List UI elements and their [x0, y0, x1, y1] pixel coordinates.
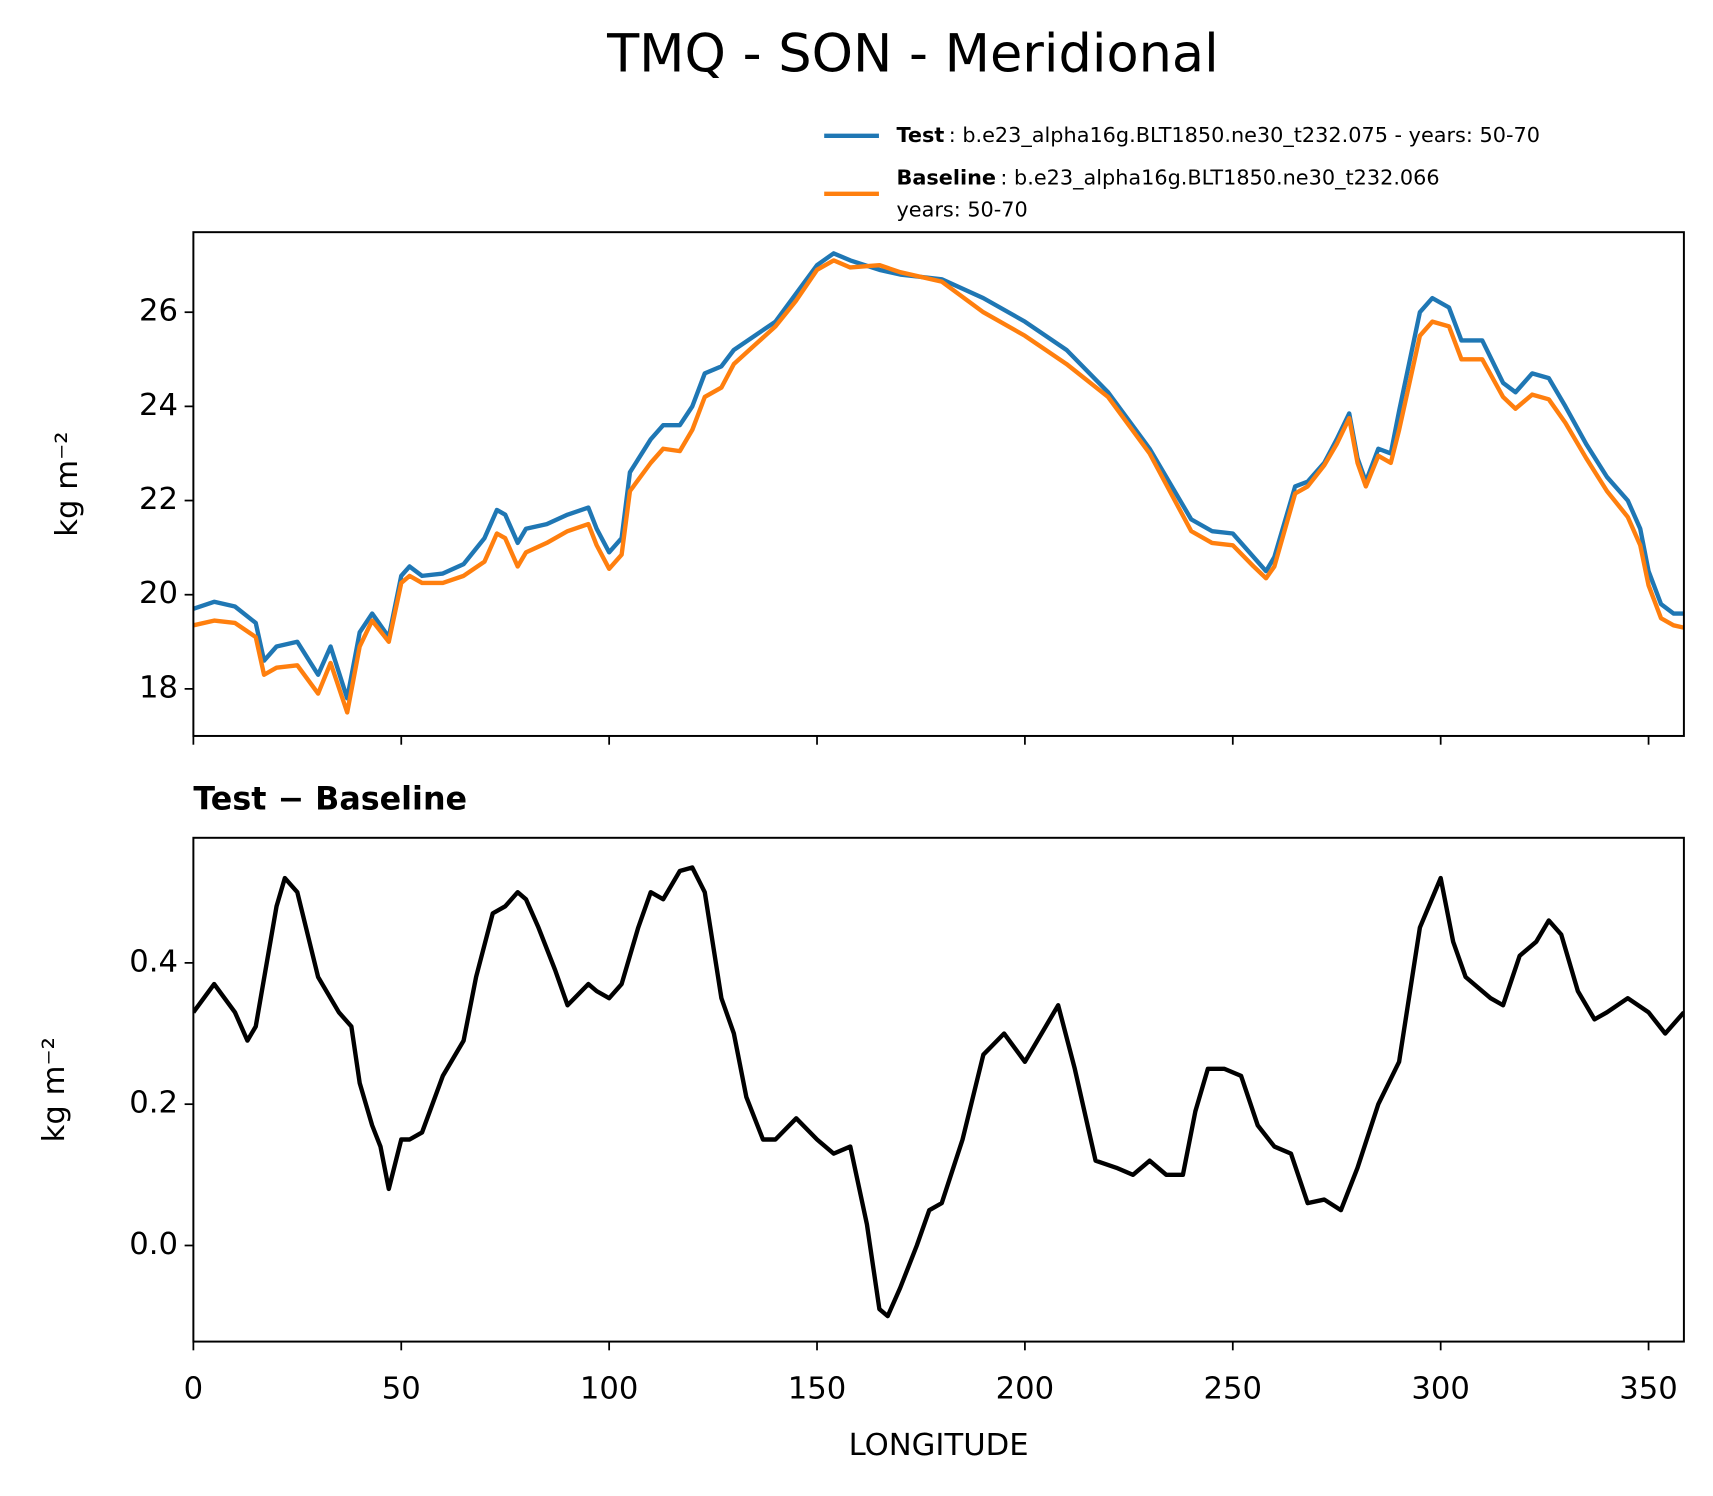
axes-frame	[192, 231, 1685, 737]
legend-entry: Test: b.e23_alpha16g.BLT1850.ne30_t232.0…	[896, 123, 1539, 147]
x-tick-label: 300	[1411, 1371, 1470, 1406]
x-tick-label: 100	[580, 1371, 639, 1406]
x-tick-label: 200	[996, 1371, 1055, 1406]
y-tick-label: 24	[139, 388, 178, 423]
x-tick-label: 350	[1619, 1371, 1678, 1406]
legend-run: : b.e23_alpha16g.BLT1850.ne30_t232.075 -…	[949, 123, 1540, 147]
y-axis-label: kg m⁻²	[50, 431, 85, 536]
y-tick-label: 26	[139, 294, 178, 329]
legend-name: Baseline	[896, 166, 996, 190]
line-series	[193, 865, 1684, 1319]
y-tick-label: 18	[139, 670, 178, 705]
y-tick-label: 0.2	[129, 1086, 178, 1121]
x-tick-label: 0	[184, 1371, 204, 1406]
legend-run: years: 50-70	[896, 197, 1027, 221]
line-series	[193, 251, 1684, 701]
x-tick-label: 50	[382, 1371, 421, 1406]
legend-entry: Baseline: b.e23_alpha16g.BLT1850.ne30_t2…	[896, 166, 1439, 190]
y-tick-label: 20	[139, 576, 178, 611]
x-tick-label: 150	[788, 1371, 847, 1406]
line-series	[193, 258, 1684, 715]
legend-run: : b.e23_alpha16g.BLT1850.ne30_t232.066	[1000, 166, 1439, 190]
figure-title: TMQ - SON - Meridional	[606, 24, 1219, 85]
y-tick-label: 0.4	[129, 944, 178, 979]
y-axis-label: kg m⁻²	[37, 1037, 72, 1142]
legend-name: Test	[896, 123, 944, 147]
x-tick-label: 250	[1204, 1371, 1263, 1406]
axes-frame	[192, 836, 1685, 1343]
x-axis-label: LONGITUDE	[849, 1428, 1029, 1463]
y-tick-label: 0.0	[129, 1227, 178, 1262]
y-tick-label: 22	[139, 482, 178, 517]
panel-title: Test − Baseline	[193, 782, 467, 818]
